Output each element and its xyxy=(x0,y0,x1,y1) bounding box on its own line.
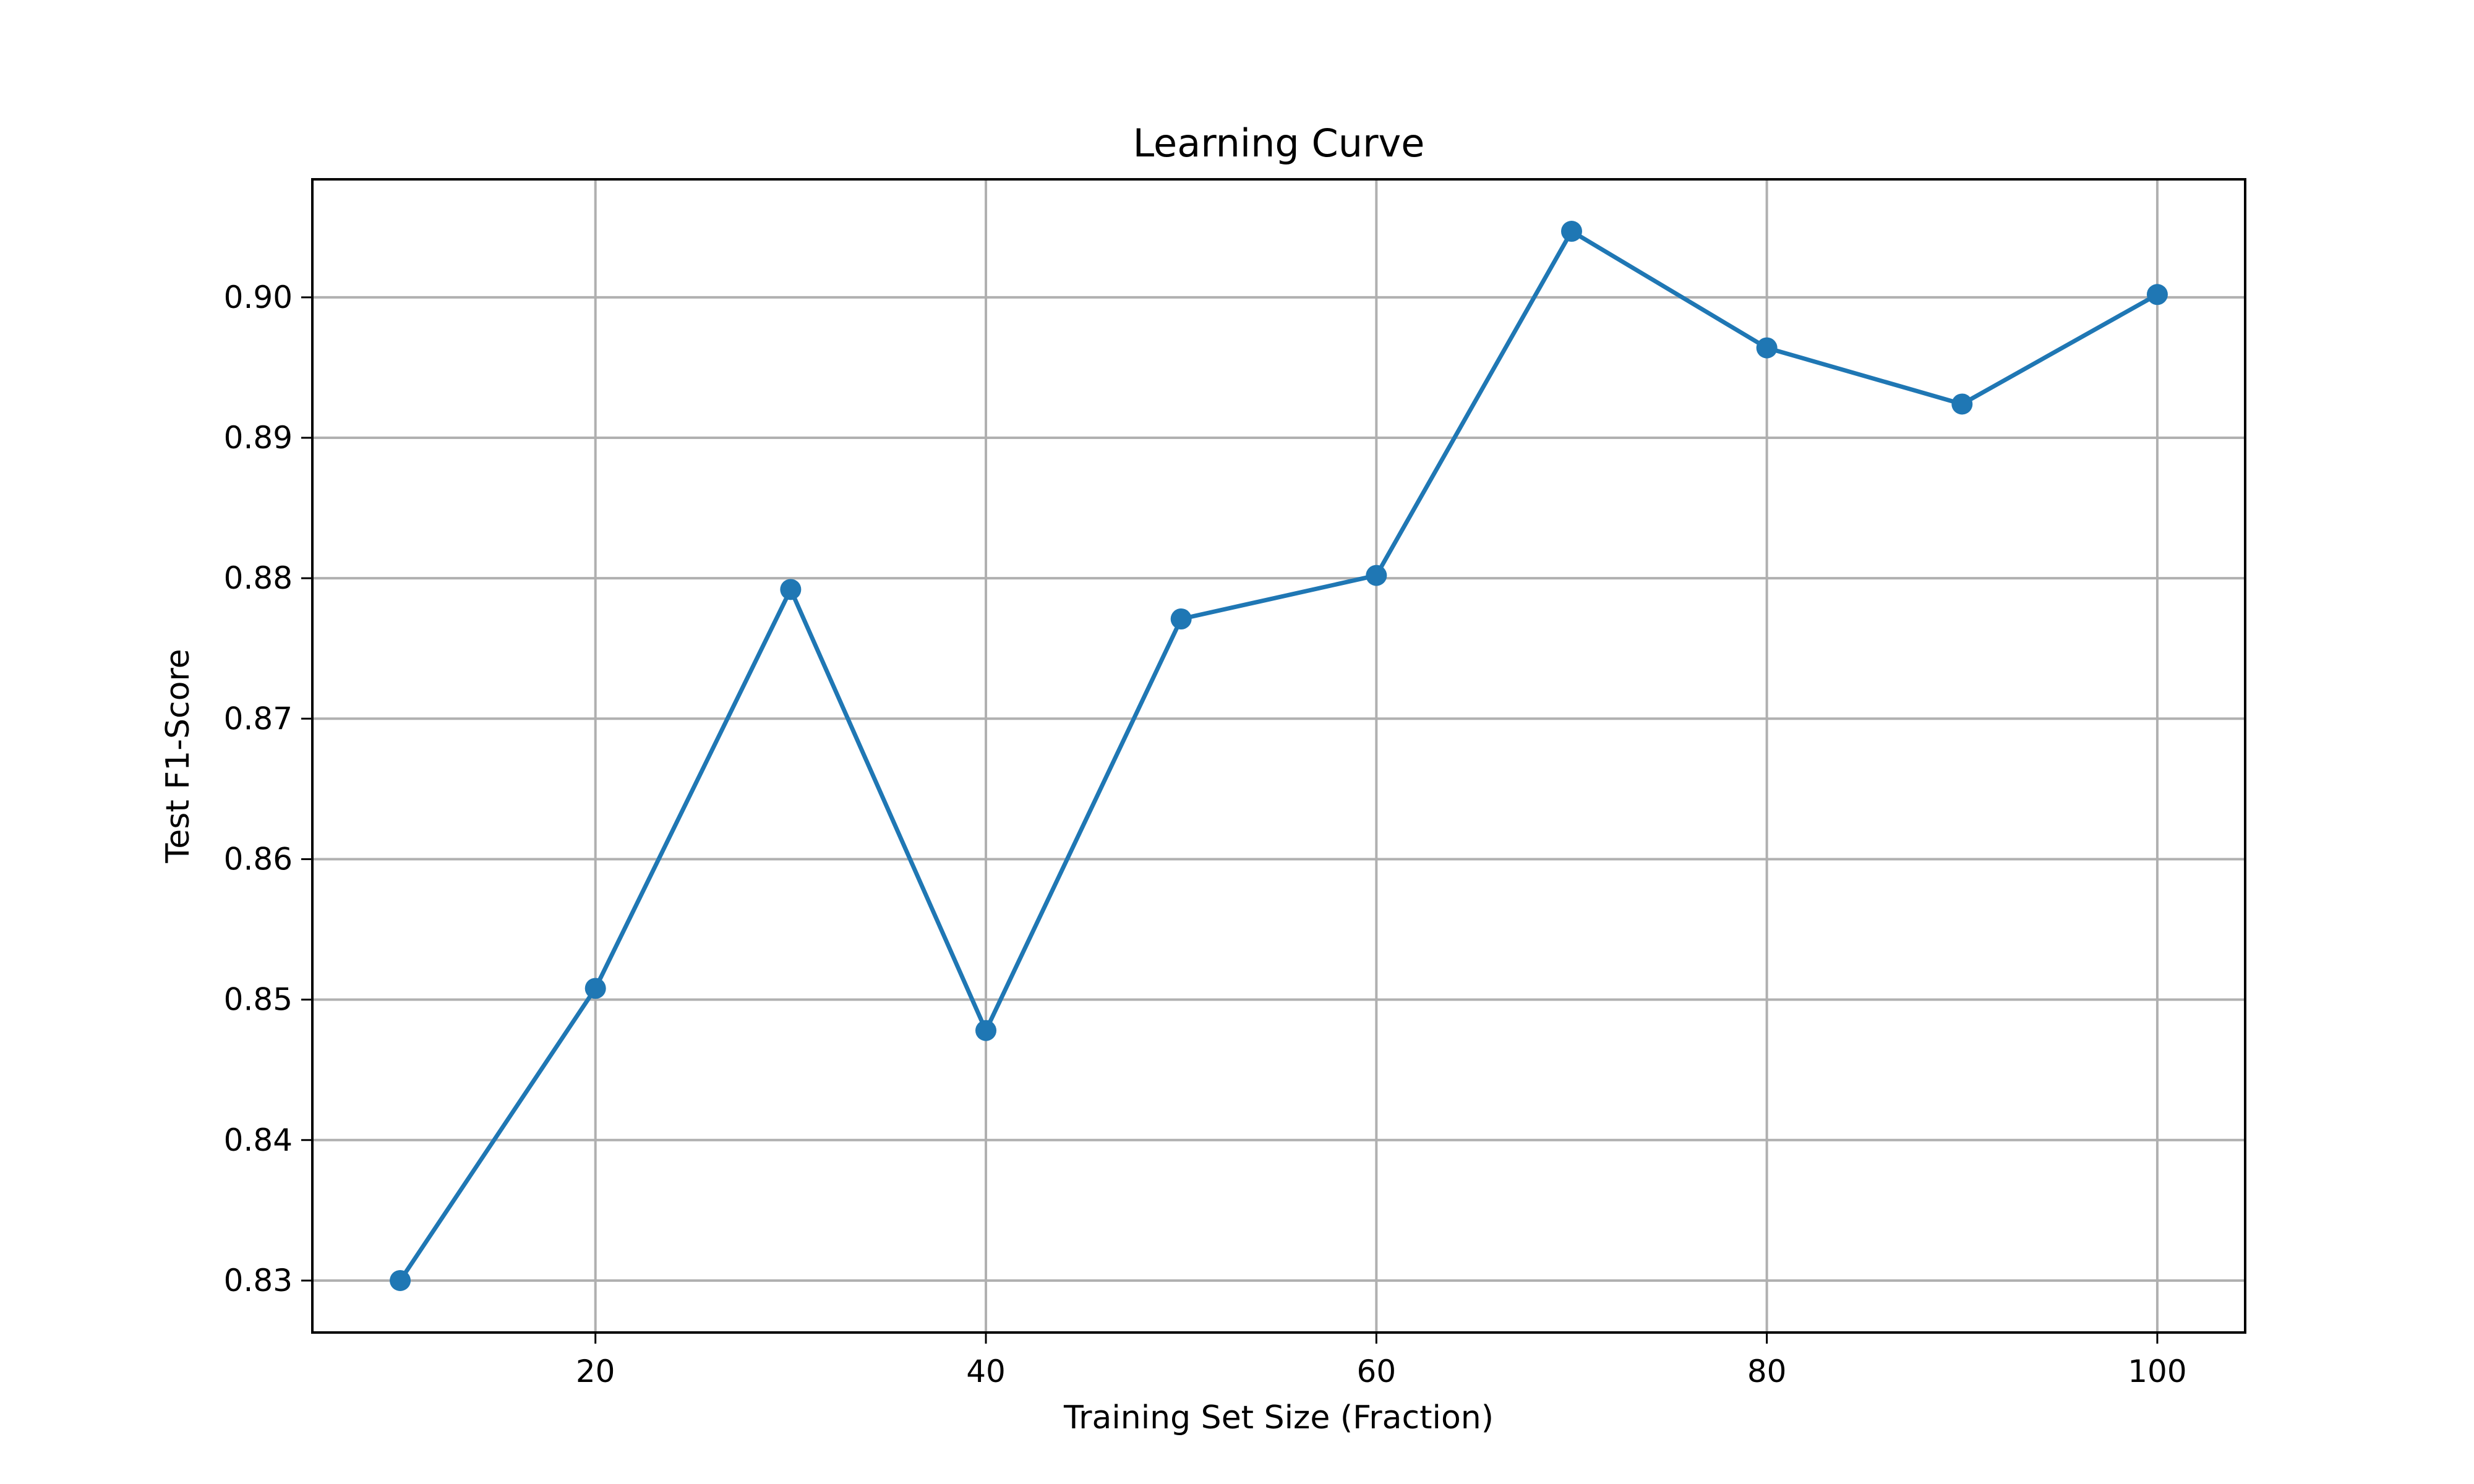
x-tick-label: 20 xyxy=(576,1354,615,1389)
data-point xyxy=(2146,284,2168,305)
data-point xyxy=(1951,393,1973,415)
y-tick-label: 0.89 xyxy=(224,420,293,456)
x-tick-label: 80 xyxy=(1747,1354,1787,1389)
tick-labels: 20 40 60 80 100 0.83 0.84 0.85 0.86 0.87 0.88 0.89 0… xyxy=(224,279,2187,1389)
grid xyxy=(312,179,2245,1333)
data-point xyxy=(780,579,802,600)
data-point xyxy=(975,1020,997,1041)
series-line xyxy=(398,229,2160,1283)
y-tick-label: 0.87 xyxy=(224,701,293,736)
data-point xyxy=(1366,565,1387,586)
axis-ticks xyxy=(301,296,2159,1344)
y-tick-label: 0.83 xyxy=(224,1263,293,1298)
x-tick-label: 60 xyxy=(1357,1354,1397,1389)
data-point xyxy=(1170,608,1192,630)
y-tick-label: 0.88 xyxy=(224,560,293,596)
y-axis-label: Test F1-Score xyxy=(160,649,197,863)
data-point xyxy=(1756,337,1778,359)
data-point xyxy=(584,978,606,999)
x-tick-label: 100 xyxy=(2128,1354,2186,1389)
y-tick-label: 0.85 xyxy=(224,982,293,1018)
y-tick-label: 0.90 xyxy=(224,279,293,315)
data-point xyxy=(390,1269,411,1291)
chart-title: Learning Curve xyxy=(1133,121,1425,166)
y-tick-label: 0.86 xyxy=(224,841,293,877)
y-tick-label: 0.84 xyxy=(224,1122,293,1158)
series xyxy=(390,221,2168,1291)
x-axis-label: Training Set Size (Fraction) xyxy=(1063,1399,1494,1436)
plot-frame xyxy=(311,178,2246,1334)
data-point xyxy=(1560,221,1582,242)
x-tick-label: 40 xyxy=(966,1354,1006,1389)
